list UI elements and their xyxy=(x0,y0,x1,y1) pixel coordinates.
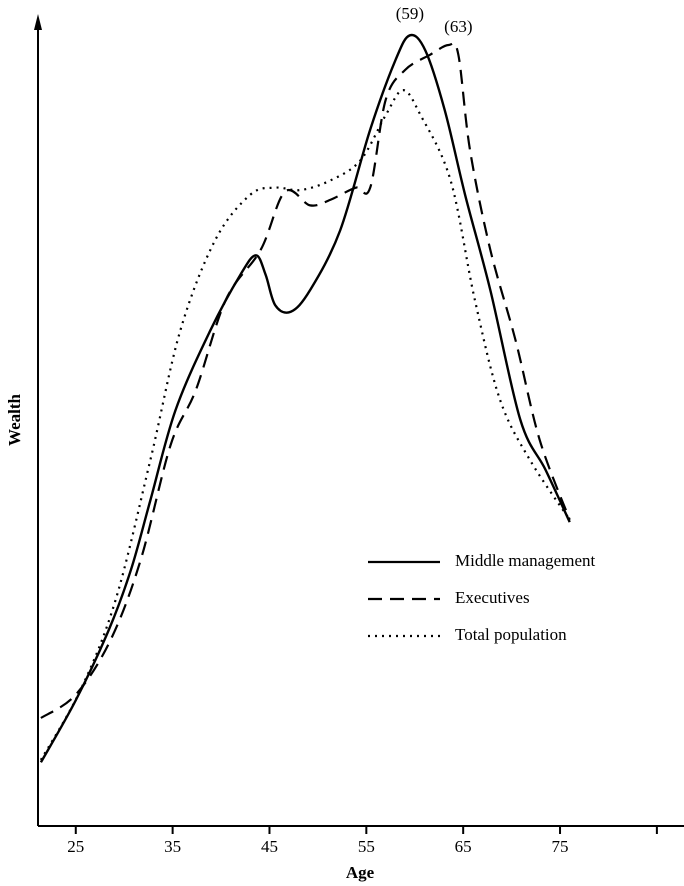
y-axis-label: Wealth xyxy=(5,393,24,445)
annotation: (59) xyxy=(396,4,424,23)
x-axis-label: Age xyxy=(346,863,375,882)
line-series xyxy=(39,89,571,761)
annotation: (63) xyxy=(444,17,472,36)
y-axis-arrow xyxy=(34,14,42,30)
x-tick-label: 65 xyxy=(455,837,472,856)
x-tick-label: 75 xyxy=(552,837,569,856)
x-tick-label: 55 xyxy=(358,837,375,856)
x-tick-label: 45 xyxy=(261,837,278,856)
x-tick-label: 35 xyxy=(164,837,181,856)
line-series xyxy=(39,33,571,763)
legend-label: Middle management xyxy=(455,551,595,570)
line-series xyxy=(40,42,571,719)
legend-label: Total population xyxy=(455,625,567,644)
legend-label: Executives xyxy=(455,588,530,607)
x-tick-label: 25 xyxy=(67,837,84,856)
